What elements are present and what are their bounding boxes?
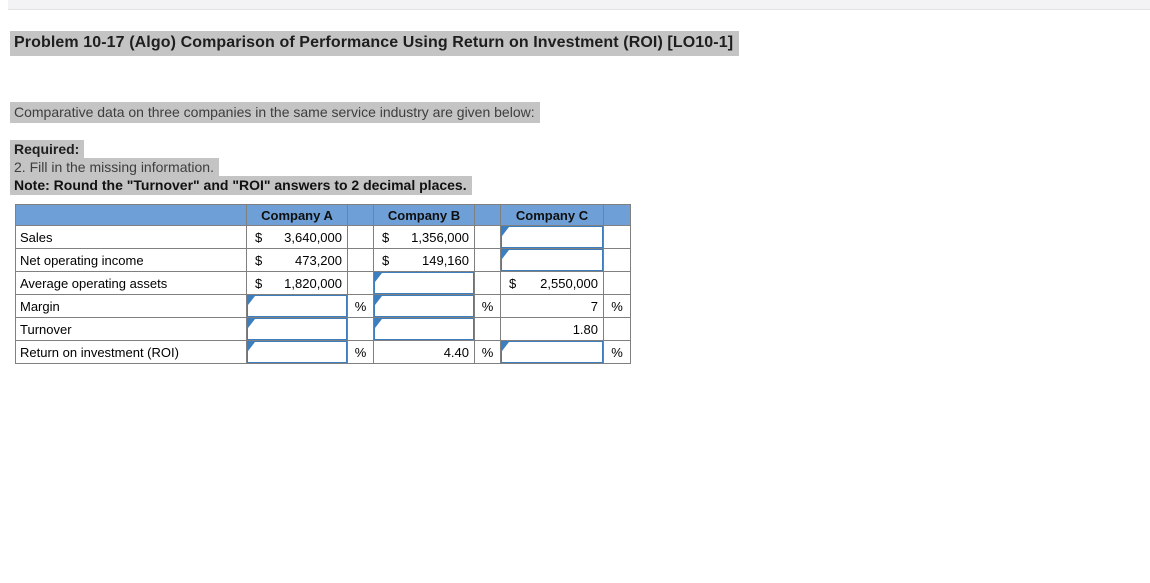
header-company-b: Company B bbox=[373, 204, 475, 226]
rounding-note: Note: Round the "Turnover" and "ROI" ans… bbox=[10, 176, 472, 195]
pct-cell bbox=[474, 271, 501, 295]
comparison-table: Company A Company B Company C Sales $ 3,… bbox=[15, 204, 631, 364]
pct-cell bbox=[347, 271, 374, 295]
input-turnover-company-b[interactable] bbox=[374, 318, 474, 340]
row-label-roi: Return on investment (ROI) bbox=[15, 340, 247, 364]
row-label-turnover: Turnover bbox=[15, 317, 247, 341]
pct-cell bbox=[474, 248, 501, 272]
header-company-a: Company A bbox=[246, 204, 348, 226]
cell-sales-a: $ 3,640,000 bbox=[246, 225, 348, 249]
cell-value: 1,820,000 bbox=[284, 275, 342, 291]
cell-noi-a: $ 473,200 bbox=[246, 248, 348, 272]
cell-turnover-a bbox=[246, 317, 348, 341]
pct-cell bbox=[347, 225, 374, 249]
input-margin-company-a[interactable] bbox=[247, 295, 347, 317]
required-label: Required: bbox=[10, 140, 85, 159]
cell-margin-a bbox=[246, 294, 348, 318]
pct-cell: % bbox=[474, 294, 501, 318]
cell-marker-icon bbox=[502, 227, 509, 236]
input-roi-company-c[interactable] bbox=[501, 341, 603, 363]
currency-symbol: $ bbox=[509, 275, 517, 291]
table-row-margin: Margin % % 7 % bbox=[15, 294, 631, 318]
cell-margin-c: 7 bbox=[500, 294, 604, 318]
table-row-roi: Return on investment (ROI) % 4.40 % % bbox=[15, 340, 631, 364]
currency-symbol: $ bbox=[255, 275, 263, 291]
currency-symbol: $ bbox=[255, 229, 263, 245]
cell-marker-icon bbox=[248, 296, 255, 305]
cell-noi-c bbox=[500, 248, 604, 272]
cell-noi-b: $ 149,160 bbox=[373, 248, 475, 272]
input-net-operating-income-company-c[interactable] bbox=[501, 249, 603, 271]
cell-marker-icon bbox=[375, 296, 382, 305]
cell-sales-b: $ 1,356,000 bbox=[373, 225, 475, 249]
cell-marker-icon bbox=[375, 319, 382, 328]
pct-cell: % bbox=[474, 340, 501, 364]
row-label-margin: Margin bbox=[15, 294, 247, 318]
cell-marker-icon bbox=[248, 342, 255, 351]
cell-marker-icon bbox=[248, 319, 255, 328]
currency-symbol: $ bbox=[255, 252, 263, 268]
cell-assets-c: $ 2,550,000 bbox=[500, 271, 604, 295]
cell-marker-icon bbox=[375, 273, 382, 282]
pct-cell bbox=[347, 248, 374, 272]
cell-roi-a bbox=[246, 340, 348, 364]
cell-turnover-b bbox=[373, 317, 475, 341]
pct-cell bbox=[603, 317, 631, 341]
input-turnover-company-a[interactable] bbox=[247, 318, 347, 340]
currency-symbol: $ bbox=[382, 252, 390, 268]
cell-value: 473,200 bbox=[295, 252, 342, 268]
pct-cell bbox=[474, 225, 501, 249]
cell-value: 1,356,000 bbox=[411, 229, 469, 245]
header-pct-b bbox=[474, 204, 501, 226]
row-label-sales: Sales bbox=[15, 225, 247, 249]
pct-cell: % bbox=[603, 294, 631, 318]
cell-margin-b bbox=[373, 294, 475, 318]
cell-value: 3,640,000 bbox=[284, 229, 342, 245]
pct-cell: % bbox=[347, 340, 374, 364]
browser-top-strip bbox=[8, 0, 1150, 10]
table-row-turnover: Turnover 1.80 bbox=[15, 317, 631, 341]
cell-turnover-c: 1.80 bbox=[500, 317, 604, 341]
page-title: Problem 10-17 (Algo) Comparison of Perfo… bbox=[10, 31, 740, 56]
pct-cell bbox=[603, 248, 631, 272]
pct-cell: % bbox=[603, 340, 631, 364]
header-company-c: Company C bbox=[500, 204, 604, 226]
table-row-net-operating-income: Net operating income $ 473,200 $ 149,160 bbox=[15, 248, 631, 272]
required-item: 2. Fill in the missing information. bbox=[10, 158, 219, 177]
pct-cell bbox=[474, 317, 501, 341]
header-blank-cell bbox=[15, 204, 247, 226]
input-average-operating-assets-company-b[interactable] bbox=[374, 272, 474, 294]
pct-cell bbox=[347, 317, 374, 341]
pct-cell bbox=[603, 271, 631, 295]
cell-assets-b bbox=[373, 271, 475, 295]
input-roi-company-a[interactable] bbox=[247, 341, 347, 363]
input-margin-company-b[interactable] bbox=[374, 295, 474, 317]
cell-roi-b: 4.40 bbox=[373, 340, 475, 364]
table-row-sales: Sales $ 3,640,000 $ 1,356,000 bbox=[15, 225, 631, 249]
pct-cell bbox=[603, 225, 631, 249]
row-label-net-operating-income: Net operating income bbox=[15, 248, 247, 272]
cell-roi-c bbox=[500, 340, 604, 364]
cell-sales-c bbox=[500, 225, 604, 249]
table-row-average-operating-assets: Average operating assets $ 1,820,000 $ 2… bbox=[15, 271, 631, 295]
cell-marker-icon bbox=[502, 250, 509, 259]
cell-marker-icon bbox=[502, 342, 509, 351]
currency-symbol: $ bbox=[382, 229, 390, 245]
cell-value: 149,160 bbox=[422, 252, 469, 268]
intro-text: Comparative data on three companies in t… bbox=[10, 102, 540, 123]
pct-cell: % bbox=[347, 294, 374, 318]
input-sales-company-c[interactable] bbox=[501, 226, 603, 248]
table-header-row: Company A Company B Company C bbox=[15, 204, 631, 226]
cell-assets-a: $ 1,820,000 bbox=[246, 271, 348, 295]
row-label-average-operating-assets: Average operating assets bbox=[15, 271, 247, 295]
header-pct-a bbox=[347, 204, 374, 226]
header-pct-c bbox=[603, 204, 631, 226]
cell-value: 2,550,000 bbox=[540, 275, 598, 291]
